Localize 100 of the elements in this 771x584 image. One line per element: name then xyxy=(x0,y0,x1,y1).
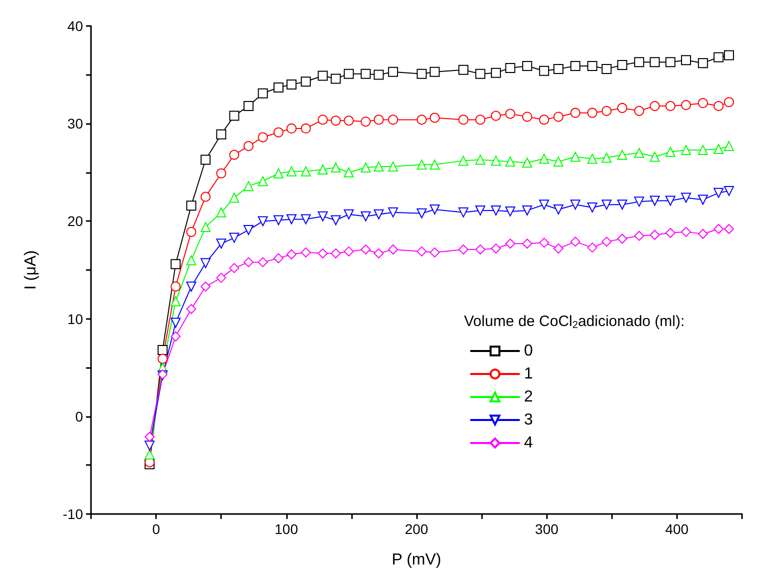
point xyxy=(344,167,354,178)
point xyxy=(475,205,486,216)
point xyxy=(570,108,580,118)
point xyxy=(570,236,580,247)
point xyxy=(698,228,708,239)
point xyxy=(330,215,341,226)
legend-label: 2 xyxy=(524,388,533,406)
legend-label: 1 xyxy=(524,366,533,382)
point xyxy=(300,123,311,134)
point xyxy=(216,168,226,178)
x-tick-label: 0 xyxy=(152,521,160,537)
point xyxy=(698,194,708,205)
point xyxy=(553,244,564,254)
point xyxy=(170,259,181,270)
point xyxy=(318,248,328,258)
point xyxy=(714,144,724,154)
point xyxy=(602,64,612,74)
point xyxy=(681,100,692,110)
point xyxy=(229,263,240,274)
point xyxy=(430,66,440,77)
point xyxy=(665,57,676,68)
point xyxy=(344,68,354,79)
point xyxy=(490,244,501,254)
point xyxy=(229,232,240,243)
point xyxy=(650,101,660,112)
point xyxy=(714,224,724,234)
point xyxy=(374,114,384,125)
y-tick-label: -10 xyxy=(62,506,84,522)
point xyxy=(244,257,254,268)
point xyxy=(186,255,196,266)
point xyxy=(458,156,468,166)
point xyxy=(587,108,598,118)
point xyxy=(300,166,311,176)
point xyxy=(665,146,676,157)
point xyxy=(539,114,550,125)
point xyxy=(170,331,181,342)
point xyxy=(681,226,692,237)
point xyxy=(505,156,516,167)
point xyxy=(360,162,371,173)
point xyxy=(229,110,240,121)
point xyxy=(258,176,268,186)
point xyxy=(170,318,181,328)
point xyxy=(258,132,268,142)
point xyxy=(344,116,354,126)
point xyxy=(158,345,168,356)
point xyxy=(360,68,371,79)
point xyxy=(186,200,196,211)
point xyxy=(490,205,501,216)
point xyxy=(634,148,644,158)
point xyxy=(144,432,155,442)
point xyxy=(273,82,284,92)
point xyxy=(144,440,155,451)
point xyxy=(200,282,211,292)
point xyxy=(570,200,580,210)
point xyxy=(665,101,676,112)
point xyxy=(170,296,181,306)
point xyxy=(475,114,486,125)
point xyxy=(602,200,612,210)
point xyxy=(490,110,501,121)
point xyxy=(522,205,532,216)
point xyxy=(505,62,516,73)
y-tick-label: 10 xyxy=(67,310,84,327)
x-axis-title: P (mV) xyxy=(392,552,442,568)
point xyxy=(553,156,564,167)
point xyxy=(330,248,341,258)
point xyxy=(273,215,284,226)
point xyxy=(244,224,254,235)
point xyxy=(490,68,501,78)
point xyxy=(602,152,612,163)
point xyxy=(258,216,268,226)
point xyxy=(273,127,284,138)
point xyxy=(602,236,612,247)
point xyxy=(587,154,598,164)
y-tick-label: 40 xyxy=(67,18,84,34)
point xyxy=(186,304,196,314)
point xyxy=(714,101,724,112)
point xyxy=(286,80,297,90)
point xyxy=(330,74,341,84)
point xyxy=(330,162,341,173)
point xyxy=(374,162,384,172)
point xyxy=(505,238,516,249)
point xyxy=(522,158,532,168)
point xyxy=(458,207,468,218)
point xyxy=(430,247,440,258)
point xyxy=(216,238,226,249)
point xyxy=(388,162,398,172)
point xyxy=(216,129,226,140)
point xyxy=(273,168,284,178)
point xyxy=(200,222,211,232)
legend-label: 0 xyxy=(524,342,533,360)
point xyxy=(665,196,676,206)
point xyxy=(258,88,268,98)
point xyxy=(360,116,371,127)
point xyxy=(587,242,598,253)
point xyxy=(587,202,598,213)
point xyxy=(416,208,427,218)
point xyxy=(360,244,371,255)
point xyxy=(244,101,254,112)
point xyxy=(475,244,486,255)
point xyxy=(505,108,516,119)
